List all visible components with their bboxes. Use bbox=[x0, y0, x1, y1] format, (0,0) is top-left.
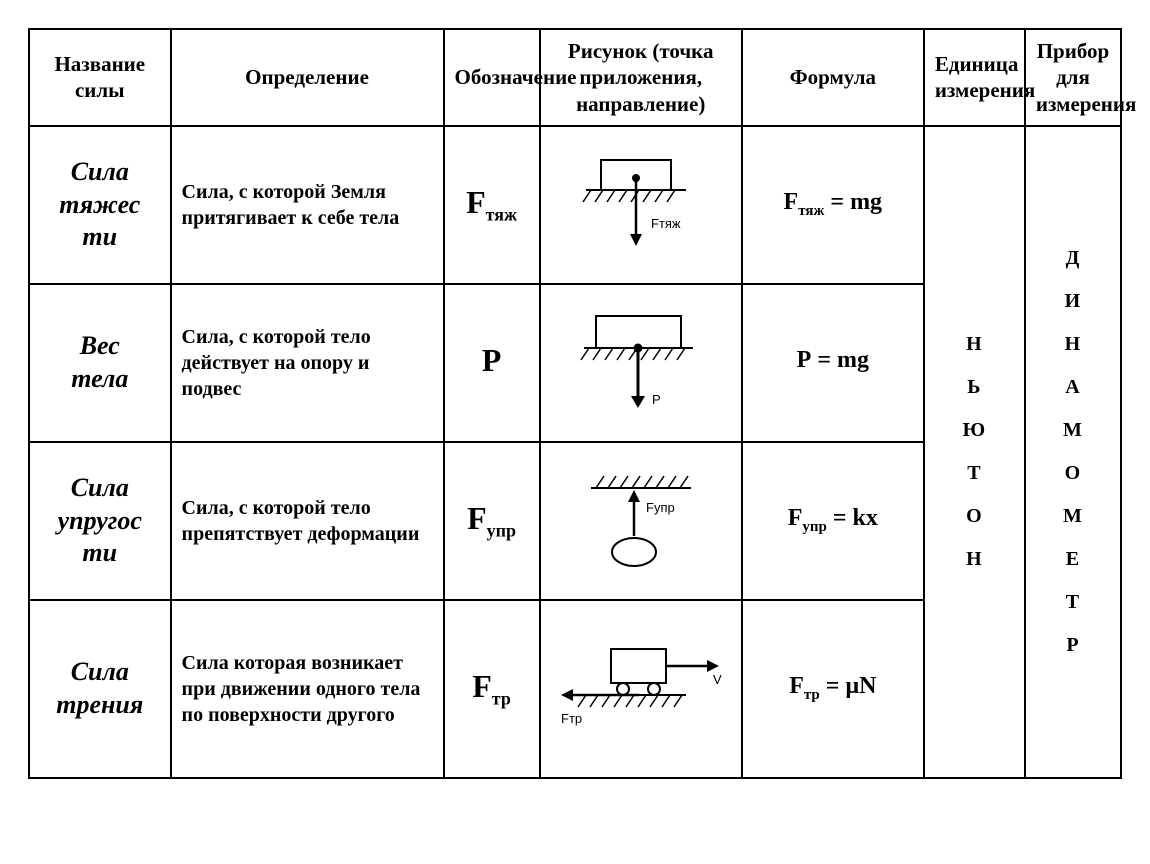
form-elastic: Fупр = kx bbox=[742, 442, 924, 600]
sym-base: F bbox=[467, 500, 487, 536]
device-letter: М bbox=[1063, 505, 1083, 528]
page: Название силы Определение Обозначение Ри… bbox=[0, 0, 1150, 807]
row-gravity: Сила тяжес ти Сила, с которой Земля прит… bbox=[29, 126, 1121, 284]
forces-table: Название силы Определение Обозначение Ри… bbox=[28, 28, 1122, 779]
weight-diagram-icon: P bbox=[556, 308, 726, 418]
fig-label: Fтяж bbox=[651, 216, 681, 231]
col-sym: Обозначение bbox=[444, 29, 540, 126]
form-lhs-sub: упр bbox=[802, 519, 827, 535]
def-elastic: Сила, с которой тело препятствует деформ… bbox=[171, 442, 444, 600]
unit-letter: Н bbox=[966, 333, 983, 356]
fig-weight: P bbox=[540, 284, 742, 442]
sym-friction: Fтр bbox=[444, 600, 540, 778]
sym-gravity: Fтяж bbox=[444, 126, 540, 284]
device-letter: Н bbox=[1065, 333, 1082, 356]
form-rhs: = mg bbox=[811, 347, 869, 373]
fig-label: P bbox=[652, 392, 661, 407]
header-row: Название силы Определение Обозначение Ри… bbox=[29, 29, 1121, 126]
form-weight: P = mg bbox=[742, 284, 924, 442]
unit-letter: О bbox=[966, 505, 983, 528]
name-line: тяжес bbox=[59, 190, 140, 219]
col-name: Название силы bbox=[29, 29, 171, 126]
def-weight: Сила, с которой тело действует на опору … bbox=[171, 284, 444, 442]
name-line: ти bbox=[82, 538, 117, 567]
sym-base: F bbox=[466, 184, 486, 220]
device-letter: Р bbox=[1066, 634, 1079, 657]
device-letter: О bbox=[1065, 462, 1082, 485]
form-lhs-base: P bbox=[797, 347, 812, 373]
name-line: Сила bbox=[71, 657, 129, 686]
unit-letter: Ь bbox=[967, 376, 981, 399]
form-friction: Fтр = μN bbox=[742, 600, 924, 778]
sym-sub: тр bbox=[492, 688, 511, 708]
form-lhs-base: F bbox=[784, 189, 799, 215]
device-letter: А bbox=[1065, 376, 1080, 399]
sym-sub: тяж bbox=[486, 204, 517, 224]
friction-diagram-icon: V Fтр bbox=[551, 629, 731, 749]
gravity-diagram-icon: Fтяж bbox=[556, 150, 726, 260]
name-line: тела bbox=[71, 364, 128, 393]
name-gravity: Сила тяжес ти bbox=[29, 126, 171, 284]
fig-label-f: Fтр bbox=[561, 711, 582, 726]
sym-weight: P bbox=[444, 284, 540, 442]
device-letter: М bbox=[1063, 419, 1083, 442]
unit-letter: Ю bbox=[963, 419, 987, 442]
sym-base: P bbox=[482, 342, 502, 378]
name-line: Вес bbox=[80, 331, 120, 360]
device-letter: Д bbox=[1066, 247, 1081, 270]
fig-elastic: Fупр bbox=[540, 442, 742, 600]
form-lhs-base: F bbox=[788, 505, 803, 531]
name-line: трения bbox=[56, 690, 143, 719]
device-stack: Д И Н А М О М Е Т Р bbox=[1036, 247, 1110, 657]
form-gravity: Fтяж = mg bbox=[742, 126, 924, 284]
device-letter: И bbox=[1065, 290, 1082, 313]
name-line: ти bbox=[82, 222, 117, 251]
col-form: Формула bbox=[742, 29, 924, 126]
form-rhs: = μN bbox=[820, 673, 877, 699]
sym-elastic: Fупр bbox=[444, 442, 540, 600]
form-rhs: = mg bbox=[824, 189, 882, 215]
def-gravity: Сила, с которой Земля притягивает к себе… bbox=[171, 126, 444, 284]
form-lhs-sub: тяж bbox=[798, 203, 824, 219]
unit-stack: Н Ь Ю Т О Н bbox=[935, 333, 1014, 571]
col-def: Определение bbox=[171, 29, 444, 126]
form-lhs-base: F bbox=[789, 673, 804, 699]
name-friction: Сила трения bbox=[29, 600, 171, 778]
elastic-diagram-icon: Fупр bbox=[556, 466, 726, 576]
name-elastic: Сила упругос ти bbox=[29, 442, 171, 600]
fig-friction: V Fтр bbox=[540, 600, 742, 778]
unit-cell: Н Ь Ю Т О Н bbox=[924, 126, 1025, 778]
name-line: упругос bbox=[58, 506, 142, 535]
col-unit: Единица измерения bbox=[924, 29, 1025, 126]
form-lhs-sub: тр bbox=[804, 687, 820, 703]
fig-label-v: V bbox=[713, 672, 722, 687]
form-rhs: = kx bbox=[827, 505, 878, 531]
unit-letter: Н bbox=[966, 548, 983, 571]
unit-letter: Т bbox=[967, 462, 981, 485]
col-device: Прибор для измерения bbox=[1025, 29, 1121, 126]
device-letter: Е bbox=[1066, 548, 1080, 571]
device-letter: Т bbox=[1066, 591, 1080, 614]
def-friction: Сила которая возникает при движении одно… bbox=[171, 600, 444, 778]
sym-sub: упр bbox=[487, 520, 516, 540]
sym-base: F bbox=[472, 668, 492, 704]
name-line: Сила bbox=[71, 473, 129, 502]
device-cell: Д И Н А М О М Е Т Р bbox=[1025, 126, 1121, 778]
name-line: Сила bbox=[71, 157, 129, 186]
name-weight: Вес тела bbox=[29, 284, 171, 442]
fig-gravity: Fтяж bbox=[540, 126, 742, 284]
fig-label: Fупр bbox=[646, 500, 675, 515]
